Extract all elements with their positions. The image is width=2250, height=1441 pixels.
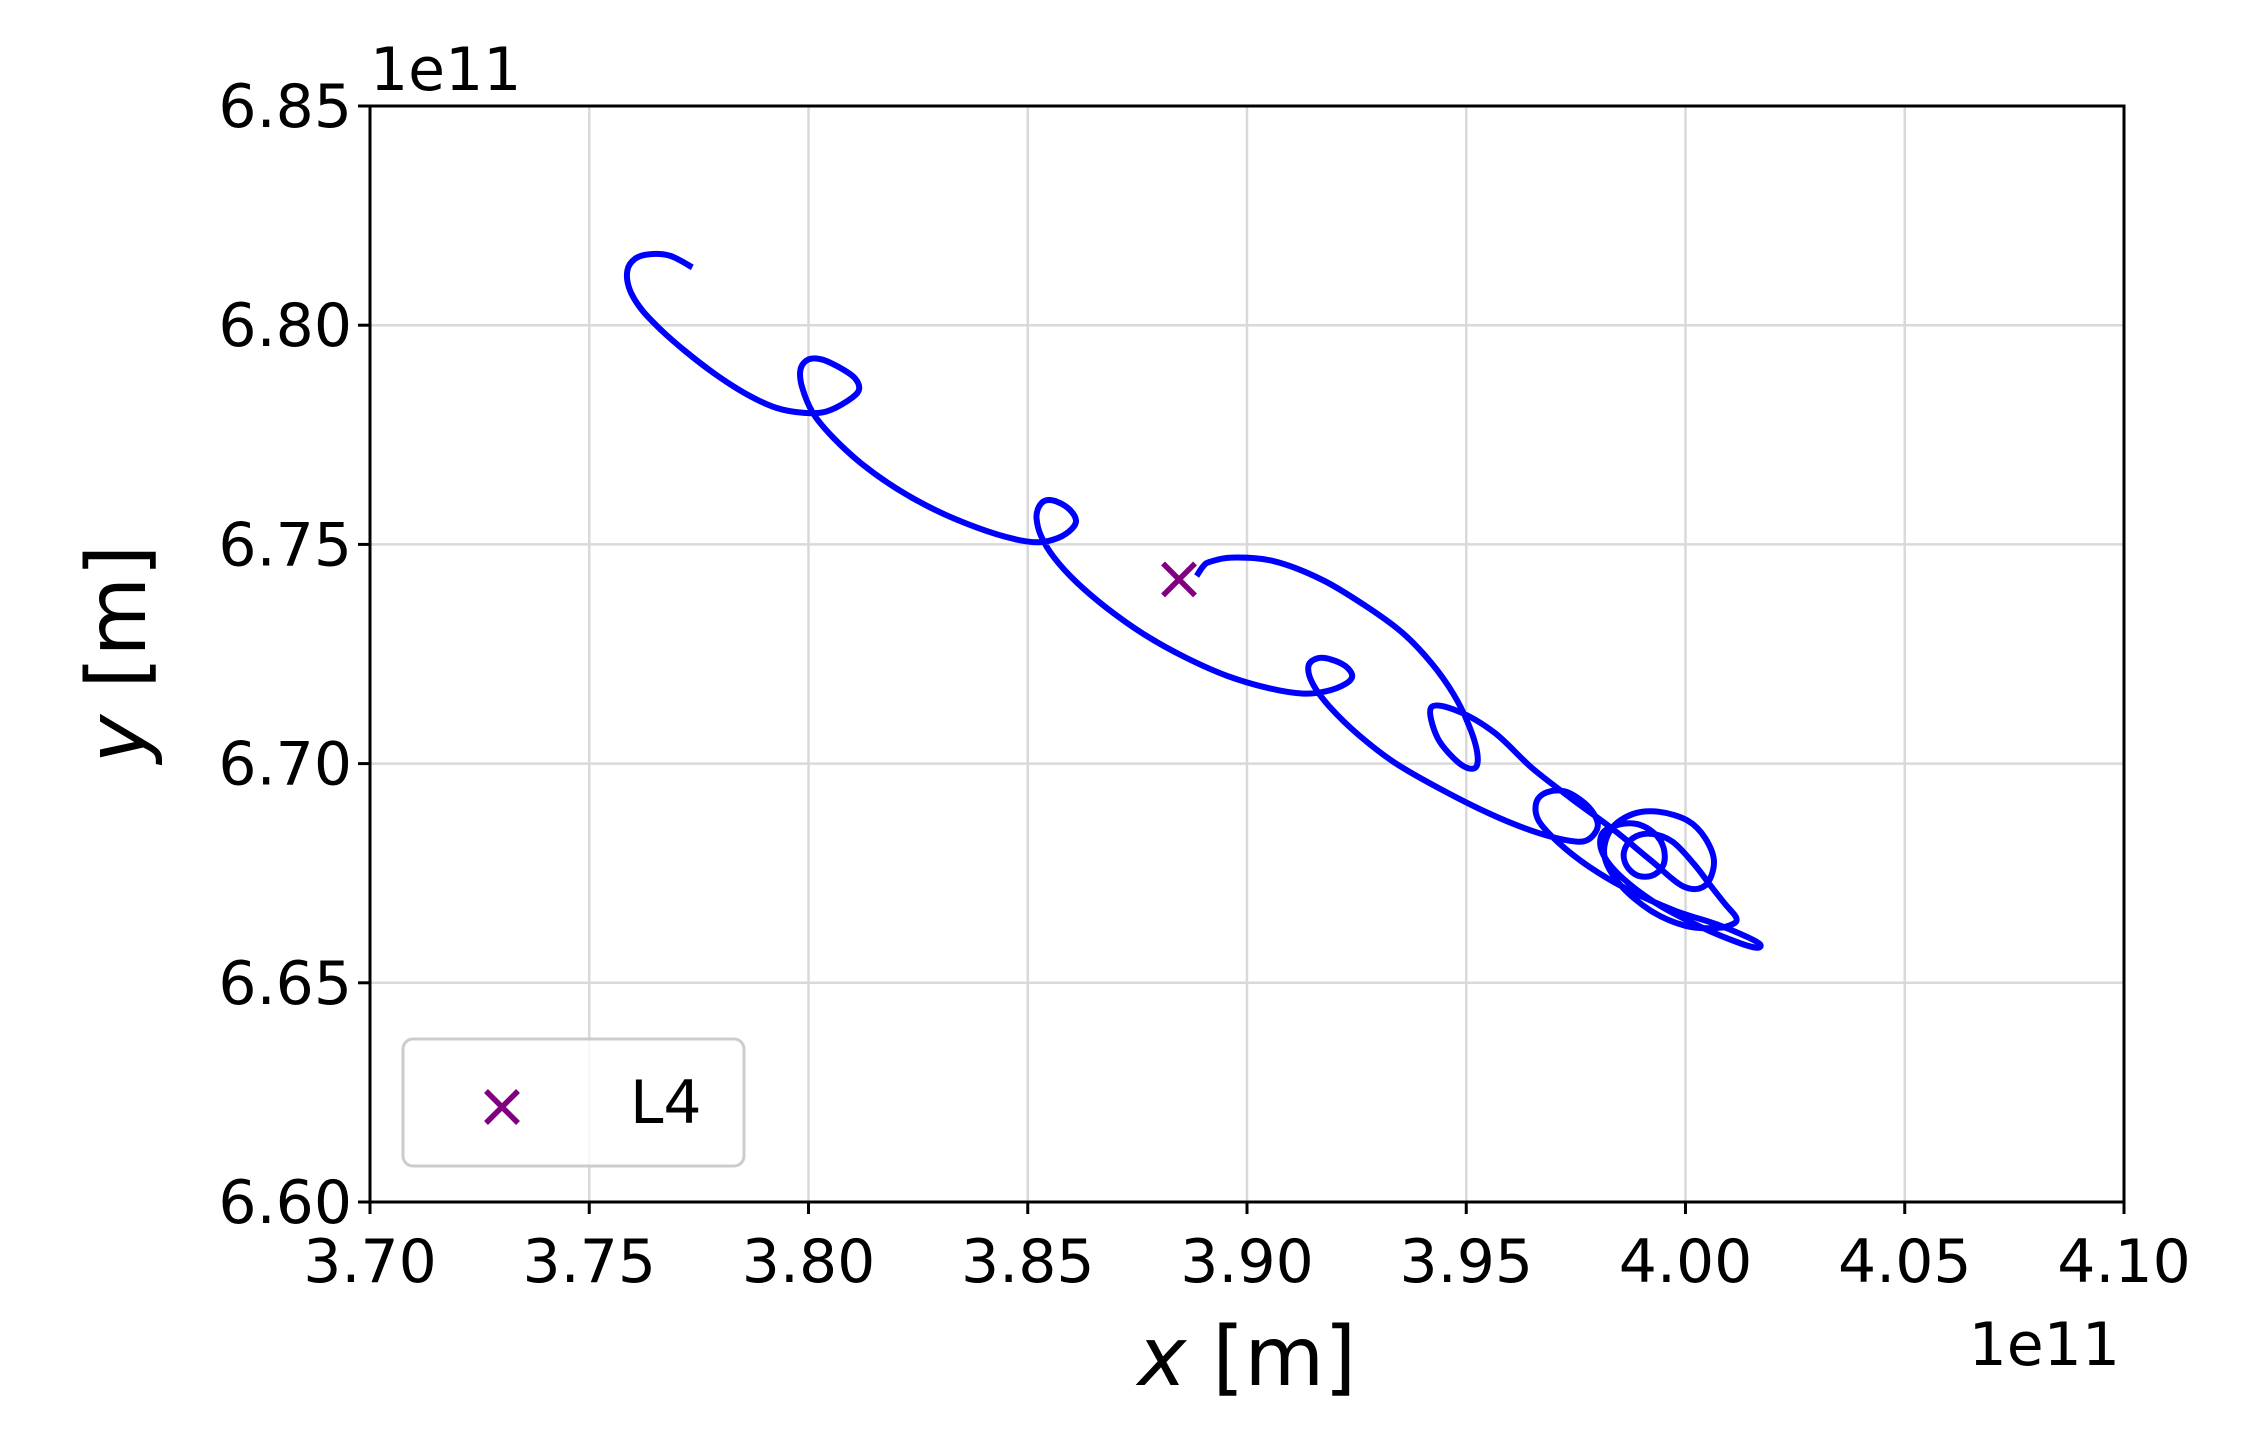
x-axis-label-var: x (1135, 1310, 1188, 1405)
y-tick-label: 6.60 (218, 1168, 352, 1238)
x-tick-label: 3.85 (961, 1227, 1095, 1297)
y-offset-label: 1e11 (370, 35, 521, 105)
legend: L4 (401, 1037, 746, 1168)
x-offset-label: 1e11 (1969, 1310, 2120, 1380)
y-tick-label: 6.70 (218, 730, 352, 800)
y-tick-label: 6.65 (218, 949, 352, 1019)
x-axis-label: x [m] (1135, 1310, 1356, 1405)
legend-marker-glyph (484, 1089, 520, 1125)
plot-area (623, 250, 1764, 951)
legend-box (401, 1037, 746, 1168)
y-axis-label: y [m] (70, 545, 165, 766)
x-tick-label: 4.00 (1619, 1227, 1753, 1297)
x-tick-label: 3.95 (1399, 1227, 1533, 1297)
x-tick-label: 4.10 (2057, 1227, 2191, 1297)
l4-marker (1161, 561, 1197, 598)
grid (368, 104, 2126, 1204)
x-tick-label: 3.75 (522, 1227, 656, 1297)
y-axis-label-unit: [m] (70, 545, 165, 715)
trajectory-line (623, 250, 1764, 951)
ticks: 3.70 3.75 3.80 3.85 3.90 3.95 4.00 4.05 4.10 6.60… (218, 72, 2190, 1297)
y-tick-label: 6.80 (218, 291, 352, 361)
legend-label-l4: L4 (630, 1068, 702, 1138)
x-tick-label: 4.05 (1838, 1227, 1972, 1297)
x-tick-label: 3.70 (303, 1227, 437, 1297)
y-tick-label: 6.75 (218, 510, 352, 580)
x-axis-label-unit: [m] (1186, 1310, 1356, 1405)
y-tick-label: 6.85 (218, 72, 352, 142)
legend-marker-icon (484, 1089, 520, 1125)
x-tick-label: 3.80 (742, 1227, 876, 1297)
y-axis-label-var: y (70, 713, 165, 766)
x-tick-label: 3.90 (1180, 1227, 1314, 1297)
